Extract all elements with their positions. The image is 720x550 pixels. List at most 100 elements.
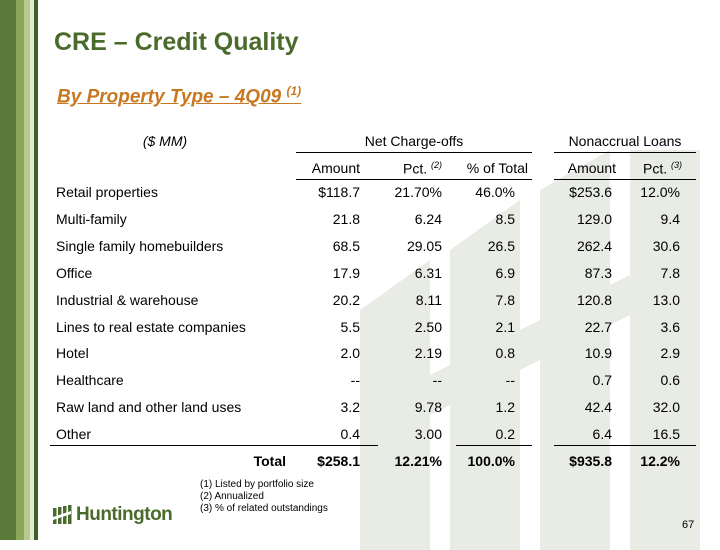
row-nco-pct: 9.78: [414, 399, 442, 415]
row-pct-of-total: 0.2: [495, 426, 515, 442]
row-nco-pct: 2.50: [414, 319, 442, 335]
huntington-logo-icon: [53, 505, 72, 524]
row-na-amount: 129.0: [576, 211, 612, 227]
page-number: 67: [682, 519, 695, 531]
row-na-amount: 42.4: [584, 399, 612, 415]
footnote: (2) Annualized: [200, 491, 264, 502]
row-label: Lines to real estate companies: [56, 319, 246, 335]
row-pct-of-total: --: [505, 372, 515, 388]
row-nco-amount: 0.4: [340, 426, 360, 442]
units-label: ($ MM): [142, 133, 188, 149]
row-label: Retail properties: [56, 184, 158, 200]
row-na-pct: 7.8: [660, 265, 680, 281]
row-label: Raw land and other land uses: [56, 399, 242, 415]
row-nco-pct: 6.31: [414, 265, 442, 281]
col-header-pct: Pct. (2): [370, 160, 442, 177]
row-na-pct: 12.0%: [640, 184, 680, 200]
row-na-amount: 6.4: [592, 426, 612, 442]
row-pct-of-total: 46.0%: [475, 184, 515, 200]
row-label: Multi-family: [56, 211, 127, 227]
row-na-pct: 32.0: [652, 399, 680, 415]
row-nco-amount: 17.9: [332, 265, 360, 281]
row-pct-of-total: 7.8: [495, 292, 515, 308]
row-pct-of-total: 1.2: [495, 399, 515, 415]
huntington-logo: Huntington: [52, 504, 173, 526]
row-na-pct: 2.9: [660, 345, 680, 361]
row-na-amount: 120.8: [576, 292, 612, 308]
background-watermark: [360, 150, 700, 550]
subtitle-note: (1): [286, 84, 302, 98]
col-header-na-pct-label: Pct.: [642, 160, 668, 177]
side-stripe: [0, 0, 16, 540]
page-subtitle: By Property Type – 4Q09 (1): [57, 84, 301, 108]
total-na-amount: $935.8: [569, 453, 612, 469]
row-pct-of-total: 6.9: [495, 265, 515, 281]
col-header-amount: Amount: [311, 160, 360, 176]
row-label: Industrial & warehouse: [56, 292, 199, 308]
total-nco-amount: $258.1: [317, 453, 360, 469]
col-header-na-amount: Amount: [567, 160, 616, 176]
header-underline: [296, 179, 532, 180]
row-label: Hotel: [56, 345, 89, 361]
row-na-pct: 30.6: [652, 238, 680, 254]
row-na-pct: 9.4: [660, 211, 680, 227]
total-rule: [296, 445, 378, 446]
row-nco-pct: 6.24: [414, 211, 442, 227]
row-na-amount: 262.4: [576, 238, 612, 254]
row-nco-pct: 29.05: [406, 238, 442, 254]
total-pct-of-total: 100.0%: [467, 453, 515, 469]
footnote: (1) Listed by portfolio size: [200, 479, 314, 490]
col-header-pct-of-total: % of Total: [466, 160, 528, 176]
row-na-amount: $253.6: [569, 184, 612, 200]
row-nco-amount: 20.2: [332, 292, 360, 308]
total-label: Total: [253, 453, 286, 469]
row-na-amount: 0.7: [592, 372, 612, 388]
row-nco-pct: --: [432, 372, 442, 388]
row-pct-of-total: 8.5: [495, 211, 515, 227]
row-pct-of-total: 26.5: [487, 238, 515, 254]
row-na-amount: 22.7: [584, 319, 612, 335]
subtitle-text: By Property Type – 4Q09: [57, 86, 282, 108]
row-label: Healthcare: [56, 372, 124, 388]
row-label: Single family homebuilders: [56, 238, 224, 254]
row-na-amount: 87.3: [584, 265, 612, 281]
row-nco-amount: --: [350, 372, 360, 388]
row-nco-pct: 2.19: [414, 345, 442, 361]
side-stripe: [34, 0, 38, 540]
row-nco-amount: 3.2: [340, 399, 360, 415]
row-na-pct: 13.0: [652, 292, 680, 308]
col-header-na-pct-note: (3): [671, 160, 682, 170]
row-label: Other: [56, 426, 92, 442]
row-pct-of-total: 0.8: [495, 345, 515, 361]
row-nco-amount: $118.7: [318, 184, 360, 200]
col-header-pct-note: (2): [431, 160, 442, 170]
row-nco-amount: 21.8: [332, 211, 360, 227]
total-na-pct: 12.2%: [640, 453, 680, 469]
group-header-net-charge-offs: Net Charge-offs: [364, 133, 464, 149]
group-underline: [296, 152, 532, 153]
header-underline: [554, 179, 696, 180]
row-nco-pct: 3.00: [414, 426, 442, 442]
total-nco-pct: 12.21%: [394, 453, 442, 469]
row-na-pct: 3.6: [660, 319, 680, 335]
side-stripe: [30, 0, 34, 540]
row-nco-amount: 68.5: [332, 238, 360, 254]
row-label: Office: [56, 265, 93, 281]
total-rule: [554, 445, 696, 446]
row-na-amount: 10.9: [584, 345, 612, 361]
logo-text: Huntington: [76, 504, 173, 525]
col-header-pct-label: Pct.: [402, 160, 428, 177]
row-pct-of-total: 2.1: [495, 319, 515, 335]
side-stripe: [16, 0, 24, 540]
group-underline: [554, 152, 696, 153]
total-rule: [456, 445, 532, 446]
row-nco-amount: 2.0: [340, 345, 360, 361]
row-nco-amount: 5.5: [340, 319, 360, 335]
side-stripe: [24, 0, 30, 540]
page-title: CRE – Credit Quality: [54, 28, 299, 56]
row-nco-pct: 21.70%: [394, 184, 442, 200]
footnote: (3) % of related outstandings: [200, 503, 328, 514]
row-na-pct: 16.5: [652, 426, 680, 442]
row-na-pct: 0.6: [660, 372, 680, 388]
row-nco-pct: 8.11: [415, 292, 442, 308]
